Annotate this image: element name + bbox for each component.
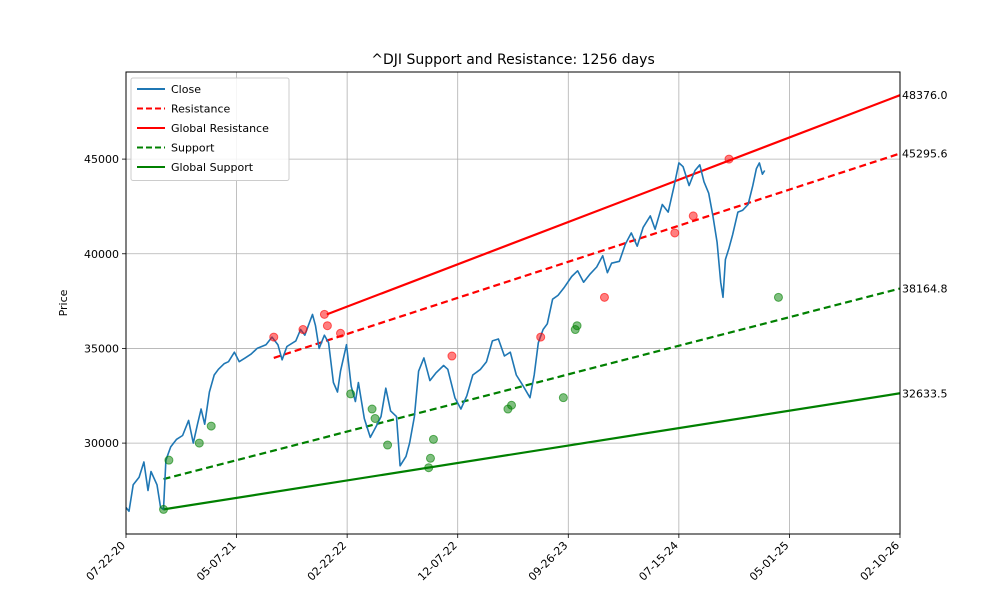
resistance-pivot-marker — [536, 332, 546, 342]
support-pivot-marker — [428, 434, 438, 444]
close-series — [125, 162, 766, 513]
support-pivot-marker — [370, 414, 380, 423]
y-tick-label: 30000 — [84, 437, 119, 450]
support-pivot-marker — [367, 404, 377, 414]
y-tick-label: 45000 — [84, 153, 119, 166]
resistance-pivot-marker — [322, 321, 332, 331]
close-line — [125, 162, 766, 513]
resistance-pivot-marker — [670, 228, 680, 238]
support-pivot-marker — [346, 389, 356, 399]
global-support-line — [163, 392, 901, 511]
legend-label-global-support: Global Support — [171, 161, 254, 174]
y-tick-label: 35000 — [84, 342, 119, 355]
support-line-end-label: 38164.8 — [902, 283, 948, 296]
support-pivot-marker — [507, 400, 517, 410]
legend-label-close: Close — [171, 83, 201, 96]
legend: Close Resistance Global Resistance Support G… — [130, 77, 290, 181]
legend-box — [130, 77, 290, 181]
support-pivot-marker — [383, 440, 393, 450]
support-pivot-marker — [558, 393, 568, 403]
chart-title: ^DJI Support and Resistance: 1256 days — [371, 52, 655, 68]
legend-label-support: Support — [171, 142, 215, 155]
global-support-line-end-label: 32633.5 — [902, 387, 948, 400]
y-axis-label: Price — [57, 289, 70, 316]
support-pivot-marker — [159, 504, 169, 514]
support-pivot-marker — [773, 292, 783, 302]
pivot-markers — [159, 154, 783, 514]
line-end-labels: 45295.6 48376.0 38164.8 32633.5 — [902, 89, 948, 400]
global-resistance-line — [326, 94, 901, 316]
global-resistance-line-end-label: 48376.0 — [902, 89, 948, 102]
support-pivot-marker — [164, 455, 174, 465]
support-pivot-marker — [424, 463, 434, 473]
resistance-pivot-marker — [298, 325, 308, 335]
support-pivot-marker — [425, 453, 435, 463]
resistance-pivot-marker — [599, 292, 609, 302]
support-pivot-marker — [572, 321, 582, 331]
resistance-pivot-marker — [447, 351, 457, 361]
legend-label-global-resistance: Global Resistance — [171, 122, 269, 135]
resistance-pivot-marker — [319, 309, 329, 319]
support-pivot-marker — [194, 438, 204, 448]
support-pivot-marker — [206, 421, 216, 431]
resistance-pivot-marker — [724, 154, 734, 164]
y-tick-label: 40000 — [84, 248, 119, 261]
resistance-pivot-marker — [336, 328, 346, 338]
resistance-pivot-marker — [688, 211, 698, 221]
legend-label-resistance: Resistance — [171, 103, 231, 116]
resistance-line-end-label: 45295.6 — [902, 148, 948, 161]
plot-frame — [125, 71, 901, 535]
resistance-pivot-marker — [269, 332, 279, 342]
